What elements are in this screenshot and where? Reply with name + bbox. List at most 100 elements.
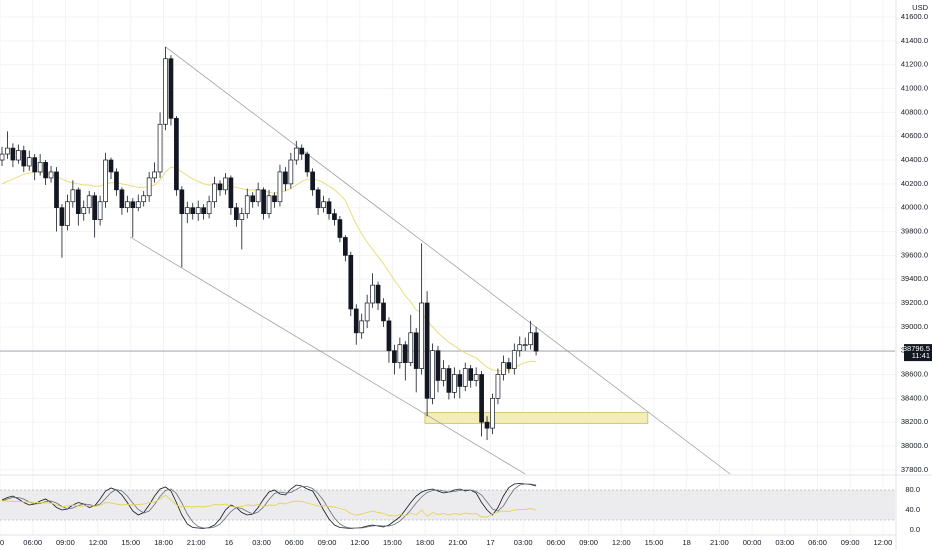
candle-body xyxy=(413,332,419,369)
candle-body xyxy=(386,320,392,352)
candle-body xyxy=(495,374,501,399)
y-tick-label: 38200.0 xyxy=(901,417,928,426)
candle-body xyxy=(5,147,10,155)
candle-body xyxy=(310,171,315,191)
candle-body xyxy=(462,368,468,387)
candle-body xyxy=(364,302,370,322)
candle-body xyxy=(157,123,163,173)
x-tick-label: 09:00 xyxy=(841,538,860,547)
osc-line xyxy=(1,483,537,529)
candle-body xyxy=(375,284,381,304)
candle-body xyxy=(54,171,59,209)
candle-body xyxy=(490,397,495,429)
candle-body xyxy=(97,201,103,220)
candle-body xyxy=(261,189,266,214)
x-tick-label: 09:00 xyxy=(318,538,337,547)
candle-body xyxy=(21,150,27,167)
x-tick-label: 03:00 xyxy=(514,538,533,547)
trendline xyxy=(129,236,526,475)
candle-body xyxy=(10,147,16,161)
candle-body xyxy=(190,207,196,214)
candle-body xyxy=(163,58,168,125)
candle-body xyxy=(37,162,43,173)
y-tick-label: 40400.0 xyxy=(901,155,928,164)
candle-body xyxy=(75,189,81,214)
y-tick-label: 38600.0 xyxy=(901,369,928,378)
x-tick-label: 00 xyxy=(0,538,4,547)
osc-line xyxy=(1,483,537,529)
candle-body xyxy=(16,150,21,161)
candle-body xyxy=(381,302,386,322)
candle-body xyxy=(32,157,38,173)
x-tick-label: 03:00 xyxy=(775,538,794,547)
x-tick-label: 15:00 xyxy=(383,538,402,547)
candle-body xyxy=(321,201,326,209)
osc-line xyxy=(2,494,537,518)
candle-body xyxy=(501,362,506,375)
candle-body xyxy=(435,350,441,381)
candle-body xyxy=(43,162,48,179)
candle-body xyxy=(408,332,414,363)
candle-body xyxy=(92,195,98,220)
candle-body xyxy=(402,344,408,363)
candle-body xyxy=(283,171,288,185)
candle-body xyxy=(457,374,463,387)
candle-body xyxy=(304,153,310,173)
candle-body xyxy=(446,368,452,393)
axes: 41600.0 41400.0 41200.0 41000.0 40800.0 40600… xyxy=(0,12,932,547)
candle-body xyxy=(430,350,435,399)
candle-body xyxy=(141,195,147,203)
candle-body xyxy=(266,195,272,214)
candle-body xyxy=(288,159,294,185)
candle-body xyxy=(179,189,185,214)
candle-body xyxy=(250,195,256,203)
candle-body xyxy=(103,159,108,203)
x-tick-label: 06:00 xyxy=(23,538,42,547)
x-tick-label: 06:00 xyxy=(285,538,304,547)
x-tick-label: 03:00 xyxy=(252,538,271,547)
x-tick-label: 06:00 xyxy=(808,538,827,547)
zone xyxy=(424,412,649,424)
candle-body xyxy=(130,201,136,209)
x-tick-label: 18:00 xyxy=(416,538,435,547)
candle-body xyxy=(244,195,250,214)
y-tick-label: 41000.0 xyxy=(901,84,928,93)
osc-tick-label: 80.0 xyxy=(905,485,920,494)
candle-body xyxy=(353,308,359,334)
candle-body xyxy=(206,201,212,214)
y-tick-label: 39000.0 xyxy=(901,322,928,331)
candle-body xyxy=(184,207,190,214)
candle-body xyxy=(0,153,5,161)
candle-body xyxy=(441,368,446,381)
candle-body xyxy=(168,58,174,119)
candle-body xyxy=(473,374,479,381)
y-tick-label: 39400.0 xyxy=(901,274,928,283)
x-tick-label: 09:00 xyxy=(56,538,75,547)
candle-body xyxy=(506,362,512,369)
candle-body xyxy=(114,171,119,191)
candle-body xyxy=(217,183,223,191)
candle-body xyxy=(511,350,517,369)
candle-body xyxy=(26,157,32,167)
currency-label: USD xyxy=(912,3,928,12)
candle-body xyxy=(517,344,523,352)
candle-body xyxy=(332,213,337,220)
countdown-label: 11:41 xyxy=(912,351,930,360)
candle-body xyxy=(293,147,299,161)
y-tick-label: 39800.0 xyxy=(901,227,928,236)
x-tick-label: 17 xyxy=(486,538,494,547)
candle-body xyxy=(201,207,206,214)
x-tick-label: 21:00 xyxy=(187,538,206,547)
candle-body xyxy=(315,189,321,209)
x-tick-label: 12:00 xyxy=(612,538,631,547)
candle-body xyxy=(343,237,348,256)
x-tick-label: 12:00 xyxy=(350,538,369,547)
candle-body xyxy=(277,171,283,203)
plot xyxy=(0,46,895,529)
trendline xyxy=(165,46,731,475)
osc-tick-label: 0.0 xyxy=(910,525,920,534)
x-tick-label: 06:00 xyxy=(547,538,566,547)
last-price-box xyxy=(904,344,932,362)
candle-body xyxy=(59,207,65,226)
